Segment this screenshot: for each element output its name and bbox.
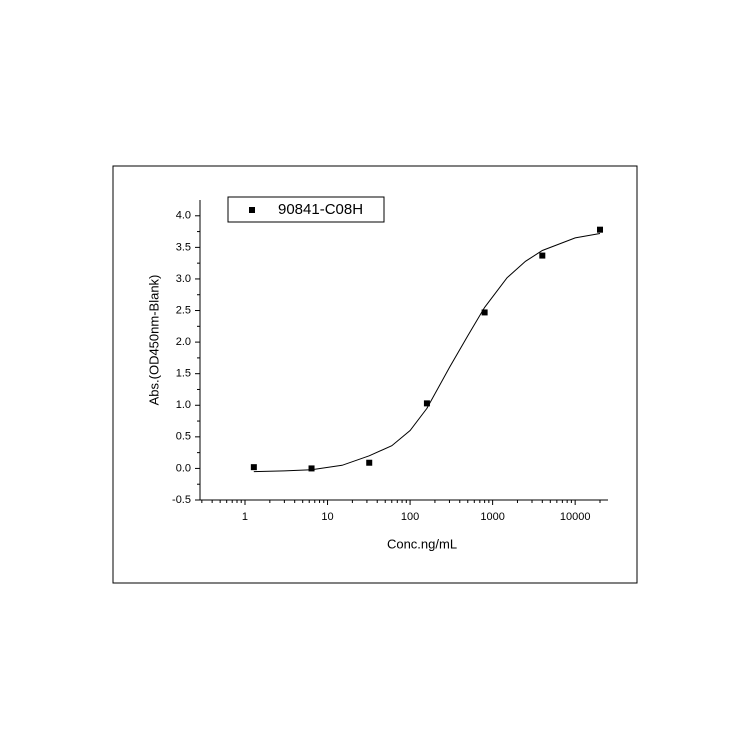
x-axis-title: Conc.ng/mL [387,536,457,551]
data-point [423,400,430,407]
frame [112,165,638,584]
y-tick-label: -0.5 [172,494,191,506]
y-tick-label: 2.0 [176,336,191,348]
data-point [250,464,257,471]
y-tick-label: 0.0 [176,462,191,474]
y-axis-title: Abs.(OD450nm-Blank) [146,275,161,406]
legend-marker [249,207,255,213]
x-tick-label: 100 [401,511,419,523]
x-tick-label: 1000 [480,511,504,523]
x-tick-label: 10000 [560,511,591,523]
y-tick-label: 0.5 [176,431,191,443]
y-tick-label: 3.5 [176,241,191,253]
y-tick-label: 1.5 [176,368,191,380]
y-tick-label: 4.0 [176,210,191,222]
data-point [597,226,604,233]
data-point [308,465,315,472]
data-point [366,459,373,466]
x-tick-label: 1 [242,511,248,523]
data-point [481,309,488,316]
fit-curve [253,233,601,473]
data-point [539,252,546,259]
x-tick-label: 10 [321,511,333,523]
y-tick-label: 3.0 [176,273,191,285]
y-tick-label: 1.0 [176,399,191,411]
legend-label: 90841-C08H [278,201,363,218]
y-tick-label: 2.5 [176,304,191,316]
